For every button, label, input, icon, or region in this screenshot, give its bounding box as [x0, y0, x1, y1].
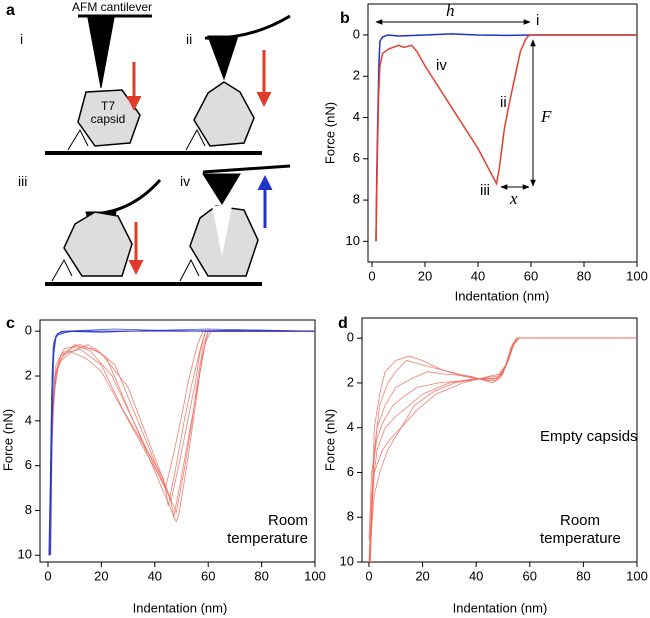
- tip: [87, 17, 115, 89]
- x-axis-label: Indentation (nm): [133, 600, 228, 615]
- x-tick-label: 60: [523, 568, 537, 583]
- x-tick-label: 80: [577, 268, 591, 283]
- y-tick-label: 6: [347, 464, 354, 479]
- capsid: [193, 81, 255, 147]
- x-tick-label: 60: [201, 568, 215, 583]
- series-line: [375, 34, 637, 242]
- y-tick-label: 10: [340, 553, 354, 568]
- y-tick-label: 2: [353, 68, 360, 83]
- panel-label: b: [340, 10, 350, 27]
- annotation: Room temperature: [227, 512, 308, 547]
- plot-frame: [39, 319, 316, 563]
- x-tick-label: 20: [418, 268, 432, 283]
- x-tick-label: 100: [626, 568, 648, 583]
- cantilever: [204, 14, 291, 40]
- y-tick-label: 8: [25, 502, 32, 517]
- panel-label: d: [338, 315, 348, 332]
- series-line: [49, 328, 316, 556]
- y-tick-label: 0: [25, 323, 32, 338]
- x-tick-label: 100: [626, 268, 648, 283]
- tip-hole: [212, 206, 232, 256]
- y-tick-label: 0: [353, 26, 360, 41]
- x-tick-label: 40: [148, 568, 162, 583]
- y-axis-label: Force (nN): [322, 102, 337, 164]
- annotation: F: [541, 107, 552, 126]
- cantilever: [202, 164, 291, 174]
- tip: [207, 35, 239, 81]
- series-line: [369, 337, 637, 563]
- panel-label: a: [6, 2, 15, 19]
- annotation: Room temperature: [540, 512, 621, 547]
- support: [185, 128, 206, 151]
- y-tick-label: 2: [347, 374, 354, 389]
- step-label: iii: [18, 173, 28, 189]
- support: [179, 258, 200, 282]
- capsid-label: T7 capsid: [90, 99, 126, 126]
- annotation: iii: [480, 182, 490, 199]
- x-tick-label: 100: [304, 568, 326, 583]
- y-tick-label: 6: [25, 457, 32, 472]
- y-tick-label: 8: [353, 192, 360, 207]
- annotation: h: [446, 1, 455, 20]
- plot-frame: [361, 317, 638, 563]
- series-line: [48, 330, 315, 556]
- y-tick-label: 2: [25, 367, 32, 382]
- diagram: [45, 14, 291, 286]
- series-line: [375, 33, 637, 242]
- x-axis-label: Indentation (nm): [453, 600, 548, 615]
- series-line: [50, 330, 315, 556]
- y-tick-label: 8: [347, 509, 354, 524]
- y-tick-label: 4: [353, 109, 360, 124]
- annotation: iv: [436, 57, 447, 74]
- step-label: ii: [186, 31, 193, 47]
- x-tick-label: 60: [524, 268, 538, 283]
- x-tick-label: 0: [365, 568, 372, 583]
- series-line: [48, 328, 316, 556]
- support: [67, 128, 89, 151]
- step-label: iv: [180, 173, 191, 189]
- cantilever: [87, 179, 162, 216]
- x-axis-label: Indentation (nm): [455, 288, 550, 303]
- x-tick-label: 80: [576, 568, 590, 583]
- annotation-arrows: [375, 19, 536, 190]
- series-line: [369, 337, 637, 563]
- capsid: [63, 211, 133, 277]
- x-tick-label: 20: [94, 568, 108, 583]
- annotation: i: [536, 12, 540, 29]
- x-tick-label: 40: [471, 268, 485, 283]
- x-tick-label: 0: [368, 268, 375, 283]
- annotation: ii: [500, 94, 507, 111]
- panel-label: c: [6, 315, 15, 332]
- y-tick-label: 10: [18, 547, 32, 562]
- y-tick-label: 10: [346, 233, 360, 248]
- y-tick-label: 4: [25, 412, 32, 427]
- cantilever-label: AFM cantilever: [72, 0, 153, 14]
- tip: [202, 173, 241, 205]
- y-tick-label: 6: [353, 150, 360, 165]
- y-tick-label: 4: [347, 419, 354, 434]
- annotation: x: [510, 189, 518, 208]
- y-axis-label: Force (nN): [322, 409, 337, 471]
- x-tick-label: 80: [254, 568, 268, 583]
- y-tick-label: 0: [347, 330, 354, 345]
- annotation: Empty capsids: [540, 428, 638, 445]
- support: [51, 258, 73, 282]
- series-line: [368, 337, 637, 563]
- x-tick-label: 20: [415, 568, 429, 583]
- capsid: [77, 89, 141, 147]
- x-tick-label: 40: [469, 568, 483, 583]
- x-tick-label: 0: [44, 568, 51, 583]
- y-axis-label: Force (nN): [0, 409, 15, 471]
- step-label: i: [20, 31, 24, 47]
- plot-frame: [367, 3, 638, 263]
